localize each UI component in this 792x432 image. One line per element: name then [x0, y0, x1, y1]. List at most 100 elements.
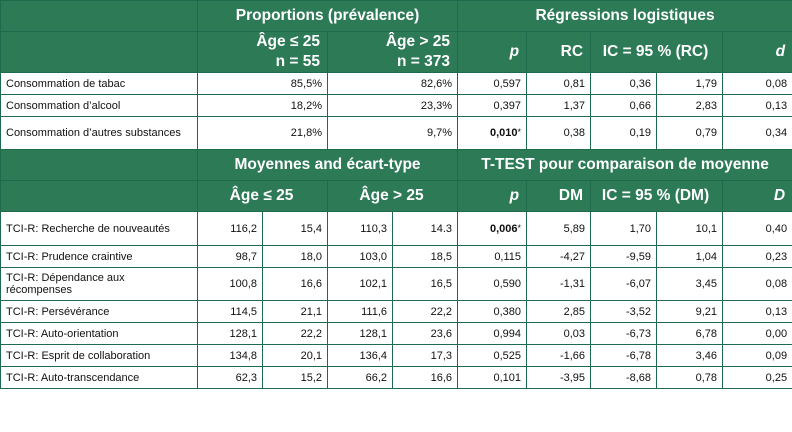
ic-low-value: -8,68: [590, 366, 658, 389]
table-row: TCI-R: Esprit de collaboration 134,8 20,1 1…: [0, 344, 792, 367]
ic-low-value: -6,78: [590, 344, 658, 367]
section2-subheader-row: Âge ≤ 25 Âge > 25 p DM IC = 95 % (DM) D: [0, 180, 792, 212]
mean-le25: 116,2: [197, 211, 263, 246]
sd-le25: 22,2: [262, 322, 328, 345]
means-group-header: Moyennes and écart-type: [196, 149, 459, 181]
d-value: 0,34: [722, 116, 792, 150]
ic-high-value: 3,46: [656, 344, 724, 367]
sd-le25: 15,4: [262, 211, 328, 246]
row-label: Consommation de tabac: [0, 72, 198, 95]
row-label: Consommation d’autres substances: [0, 116, 198, 150]
age-gt25-header: Âge > 25 n = 373: [326, 31, 459, 73]
row-label: TCI-R: Persévérance: [0, 300, 198, 323]
sd-gt25: 18,5: [391, 245, 459, 268]
sd-le25: 21,1: [262, 300, 328, 323]
table-row: TCI-R: Auto-transcendance 62,3 15,2 66,2 16,…: [0, 366, 792, 389]
p-value-cell: 0,380: [457, 300, 528, 323]
ic-rc-header: IC = 95 % (RC): [590, 31, 724, 73]
row-label: Consommation d’alcool: [0, 94, 198, 117]
mean-le25: 128,1: [197, 322, 263, 345]
prevalence-gt25: 82,6%: [326, 72, 459, 95]
p-value-cell: 0,006*: [457, 211, 528, 246]
age-gt25-header-line1: Âge > 25: [385, 33, 451, 50]
d-value: 0,08: [722, 267, 792, 301]
mean-gt25: 110,3: [327, 211, 393, 246]
row-label: TCI-R: Dépendance aux récompenses: [0, 267, 198, 301]
dm-value: 0,03: [526, 322, 592, 345]
prevalence-gt25: 23,3%: [326, 94, 459, 117]
age-le25-header-line2: n = 55: [275, 53, 320, 70]
mean-gt25: 111,6: [327, 300, 393, 323]
prevalence-group-header: Proportions (prévalence): [196, 0, 459, 32]
header-corner-cell: [0, 149, 198, 181]
p-value: 0,101: [493, 371, 522, 384]
ic-high-value: 0,78: [656, 366, 724, 389]
age-le25-header-2: Âge ≤ 25: [197, 180, 328, 212]
ic-low-value: -6,07: [590, 267, 658, 301]
mean-gt25: 136,4: [327, 344, 393, 367]
subheader-corner-cell: [0, 180, 198, 212]
prevalence-le25: 85,5%: [197, 72, 328, 95]
p-value: 0,115: [494, 250, 522, 263]
d-value: 0,25: [722, 366, 792, 389]
sd-gt25: 23,6: [391, 322, 459, 345]
table-row: TCI-R: Recherche de nouveautés 116,2 15,4 1…: [0, 211, 792, 246]
age-le25-header: Âge ≤ 25 n = 55: [197, 31, 328, 73]
p-value-cell: 0,101: [457, 366, 528, 389]
p-value: 0,597: [493, 77, 522, 90]
ic-low-value: -6,73: [590, 322, 658, 345]
prevalence-le25: 21,8%: [197, 116, 328, 150]
sd-le25: 15,2: [262, 366, 328, 389]
ic-low-value: 0,19: [590, 116, 658, 150]
mean-le25: 134,8: [197, 344, 263, 367]
p-value: 0,525: [493, 349, 522, 362]
rc-value: 0,81: [526, 72, 592, 95]
dm-value: -3,95: [526, 366, 592, 389]
p-value: 0,994: [493, 327, 522, 340]
d-header: d: [722, 31, 792, 73]
rc-value: 0,38: [526, 116, 592, 150]
prevalence-gt25: 9,7%: [326, 116, 459, 150]
table-row: TCI-R: Persévérance 114,5 21,1 111,6 22,2 0,3…: [0, 300, 792, 323]
age-gt25-header-line2: n = 373: [397, 53, 451, 70]
sd-gt25: 14.3: [391, 211, 459, 246]
p-value: 0,010: [489, 127, 518, 139]
ic-high-value: 9,21: [656, 300, 724, 323]
section2-group-header-row: Moyennes and écart-type T-TEST pour comp…: [0, 149, 792, 181]
mean-le25: 98,7: [197, 245, 263, 268]
d-value: 0,13: [722, 94, 792, 117]
mean-gt25: 128,1: [327, 322, 393, 345]
ttest-group-header: T-TEST pour comparaison de moyenne: [457, 149, 792, 181]
ic-high-value: 1,79: [656, 72, 724, 95]
header-corner-cell: [0, 0, 198, 32]
rc-header: RC: [526, 31, 592, 73]
sd-le25: 18,0: [262, 245, 328, 268]
ic-low-value: 0,66: [590, 94, 658, 117]
sd-gt25: 17,3: [391, 344, 459, 367]
sd-le25: 16,6: [262, 267, 328, 301]
table-row: TCI-R: Prudence craintive 98,7 18,0 103,0 18…: [0, 245, 792, 268]
section1-body: Consommation de tabac 85,5% 82,6% 0,597 0,81…: [0, 72, 792, 150]
p-value: 0,006: [489, 222, 518, 235]
mean-gt25: 102,1: [327, 267, 393, 301]
dm-value: -1,31: [526, 267, 592, 301]
sd-gt25: 16,6: [391, 366, 459, 389]
p-value-cell: 0,397: [457, 94, 528, 117]
mean-gt25: 103,0: [327, 245, 393, 268]
mean-le25: 100,8: [197, 267, 263, 301]
table-row: Consommation d’alcool 18,2% 23,3% 0,397 1,37…: [0, 94, 792, 117]
p-value-cell: 0,525: [457, 344, 528, 367]
p-value-cell: 0,115: [457, 245, 528, 268]
ic-high-value: 0,79: [656, 116, 724, 150]
ic-high-value: 3,45: [656, 267, 724, 301]
d-value: 0,13: [722, 300, 792, 323]
row-label: TCI-R: Recherche de nouveautés: [0, 211, 198, 246]
significance-marker: *: [517, 127, 522, 137]
table-row: Consommation de tabac 85,5% 82,6% 0,597 0,81…: [0, 72, 792, 95]
ic-low-value: 0,36: [590, 72, 658, 95]
d-value: 0,09: [722, 344, 792, 367]
regression-group-header: Régressions logistiques: [457, 0, 792, 32]
dm-header: DM: [526, 180, 592, 212]
significance-marker: *: [517, 222, 522, 233]
section2-body: TCI-R: Recherche de nouveautés 116,2 15,4 1…: [0, 211, 792, 389]
